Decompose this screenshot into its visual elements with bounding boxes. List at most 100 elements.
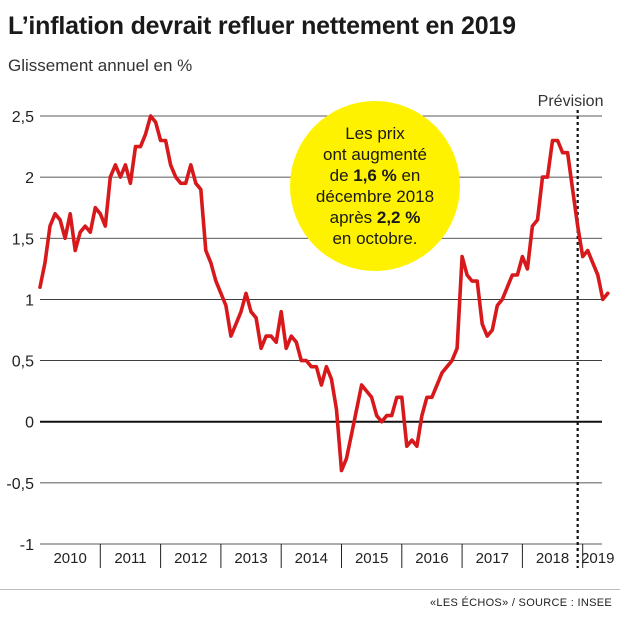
data-point	[591, 261, 594, 264]
data-point	[546, 175, 549, 179]
data-point	[445, 365, 449, 368]
data-point	[109, 175, 112, 179]
data-point	[596, 273, 599, 277]
data-point	[104, 224, 107, 228]
data-point	[204, 249, 207, 252]
y-tick-label: 0,5	[12, 354, 34, 371]
data-point	[310, 365, 313, 368]
data-point	[325, 365, 328, 368]
x-tick-label: 2014	[295, 550, 328, 567]
data-point	[209, 261, 212, 264]
data-point	[124, 163, 127, 167]
data-point	[74, 249, 77, 252]
y-tick-label: -0,5	[6, 476, 34, 493]
data-point	[48, 224, 52, 228]
data-point	[440, 371, 444, 374]
data-point	[269, 334, 273, 338]
data-point	[119, 175, 122, 179]
callout-line-2: ont augmenté	[323, 145, 427, 164]
data-point	[410, 438, 414, 442]
data-point	[335, 408, 338, 411]
data-point	[174, 175, 177, 179]
data-point	[460, 255, 464, 258]
data-point	[430, 396, 434, 399]
data-point	[320, 383, 323, 387]
data-point	[300, 359, 303, 362]
callout-line-1: Les prix	[345, 124, 405, 143]
data-point	[330, 377, 333, 381]
data-point	[465, 273, 469, 277]
data-point	[144, 133, 147, 136]
data-point	[511, 273, 514, 277]
data-point	[360, 383, 363, 387]
data-point	[476, 279, 479, 283]
x-tick-label: 2013	[234, 550, 267, 567]
data-point	[99, 212, 102, 215]
data-point	[541, 175, 544, 179]
data-point	[295, 341, 298, 344]
data-point	[531, 224, 534, 228]
data-point	[149, 114, 152, 118]
data-point	[420, 414, 424, 417]
data-point	[179, 182, 182, 185]
x-tick-label: 2011	[114, 550, 146, 567]
callout-line-3-post: en	[396, 166, 421, 185]
data-point	[89, 231, 92, 234]
data-point	[405, 445, 408, 448]
data-point	[94, 206, 97, 209]
data-point	[350, 432, 353, 436]
data-point	[154, 120, 157, 124]
data-point	[556, 139, 559, 142]
data-point	[390, 414, 393, 417]
chart-title: L’inflation devrait refluer nettement en…	[8, 12, 516, 40]
data-point	[244, 292, 248, 295]
data-point	[280, 310, 283, 313]
data-point	[571, 188, 574, 191]
data-point	[79, 231, 82, 234]
data-point	[561, 151, 564, 154]
data-point	[275, 341, 278, 344]
data-point	[249, 310, 253, 313]
data-point	[129, 182, 132, 185]
data-point	[470, 279, 474, 283]
data-point	[486, 334, 489, 338]
callout-line-6: en octobre.	[332, 229, 418, 248]
data-point	[516, 273, 519, 277]
data-point	[290, 334, 293, 338]
data-point	[385, 414, 388, 417]
price-callout-bubble: Les prix ont augmenté de 1,6 % en décemb…	[290, 101, 460, 271]
x-tick-label: 2012	[174, 550, 207, 567]
data-point	[189, 163, 192, 167]
data-point	[551, 139, 554, 142]
data-point	[370, 396, 373, 399]
y-tick-label: 1	[25, 292, 34, 309]
data-point	[581, 255, 584, 258]
data-point	[576, 224, 579, 228]
data-point	[69, 212, 72, 215]
data-point	[164, 139, 167, 142]
callout-line-5-pre: après	[329, 208, 377, 227]
data-point	[415, 445, 419, 448]
data-point	[38, 286, 42, 289]
x-tick-label: 2015	[355, 550, 388, 567]
data-point	[229, 334, 233, 338]
data-point	[214, 279, 218, 283]
x-tick-label: 2018	[536, 550, 569, 567]
callout-text: Les prix ont augmenté de 1,6 % en décemb…	[316, 123, 434, 249]
x-tick-label: 2016	[415, 550, 448, 567]
data-point	[375, 414, 378, 417]
data-point	[395, 396, 398, 399]
data-point	[521, 255, 524, 258]
data-point	[435, 383, 439, 387]
data-point	[63, 237, 67, 240]
data-point	[224, 304, 228, 307]
data-point	[234, 322, 238, 326]
y-tick-label: 2,5	[12, 109, 34, 126]
data-point	[239, 310, 243, 313]
data-point	[455, 347, 459, 350]
data-point	[194, 182, 197, 185]
data-point	[606, 292, 609, 295]
data-point	[58, 218, 62, 222]
data-point	[365, 389, 368, 393]
data-point	[506, 286, 509, 289]
